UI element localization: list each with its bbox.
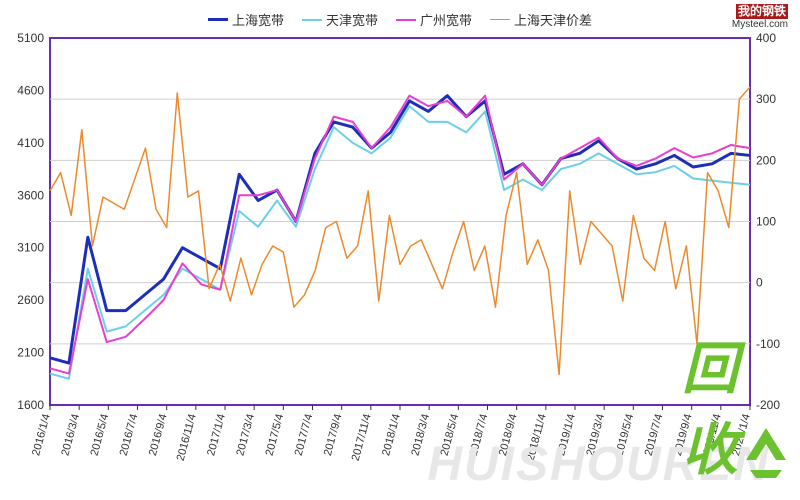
x-tick-label: 2018/5/4	[439, 413, 462, 457]
chart-container: 我的钢铁 Mysteel.com 上海宽带天津宽带广州宽带上海天津价差 -200…	[0, 0, 800, 500]
x-tick-label: 2017/3/4	[234, 413, 257, 457]
y-right-tick: -100	[756, 337, 780, 351]
y-left-tick: 3100	[17, 241, 44, 255]
x-tick-label: 2019/11/4	[700, 413, 724, 463]
x-tick-label: 2020/1/4	[730, 413, 753, 457]
x-tick-label: 2019/1/4	[555, 413, 578, 457]
x-tick-label: 2017/11/4	[350, 413, 374, 463]
y-left-tick: 4600	[17, 83, 44, 97]
x-tick-label: 2019/7/4	[643, 413, 666, 457]
y-left-tick: 3600	[17, 188, 44, 202]
x-tick-label: 2017/1/4	[205, 413, 228, 457]
x-tick-label: 2018/11/4	[525, 413, 549, 463]
x-tick-label: 2016/11/4	[175, 413, 199, 463]
x-tick-label: 2019/5/4	[614, 413, 637, 457]
x-tick-label: 2018/3/4	[409, 413, 432, 457]
y-left-tick: 5100	[17, 31, 44, 45]
y-left-tick: 4100	[17, 136, 44, 150]
y-left-tick: 1600	[17, 398, 44, 412]
x-tick-label: 2019/9/4	[672, 413, 695, 457]
x-tick-label: 2016/7/4	[118, 413, 141, 457]
x-tick-label: 2017/7/4	[293, 413, 316, 457]
x-tick-label: 2018/9/4	[497, 413, 520, 457]
y-right-tick: 0	[756, 276, 763, 290]
y-left-tick: 2600	[17, 293, 44, 307]
y-right-tick: -200	[756, 398, 780, 412]
y-right-tick: 300	[756, 92, 776, 106]
x-tick-label: 2016/5/4	[89, 413, 112, 457]
y-right-tick: 400	[756, 31, 776, 45]
x-tick-label: 2016/9/4	[147, 413, 170, 457]
x-tick-label: 2016/3/4	[59, 413, 82, 457]
y-right-tick: 200	[756, 153, 776, 167]
x-tick-label: 2019/3/4	[584, 413, 607, 457]
x-tick-label: 2017/9/4	[322, 413, 345, 457]
x-tick-label: 2018/1/4	[380, 413, 403, 457]
x-tick-label: 2016/1/4	[30, 413, 53, 457]
plot-area: -200 -100 0 100 200 300 400 1600 2100 2600 3100 360…	[0, 0, 800, 500]
x-tick-label: 2017/5/4	[264, 413, 287, 457]
y-left-tick: 2100	[17, 346, 44, 360]
x-tick-label: 2018/7/4	[468, 413, 491, 457]
y-right-tick: 100	[756, 215, 776, 229]
